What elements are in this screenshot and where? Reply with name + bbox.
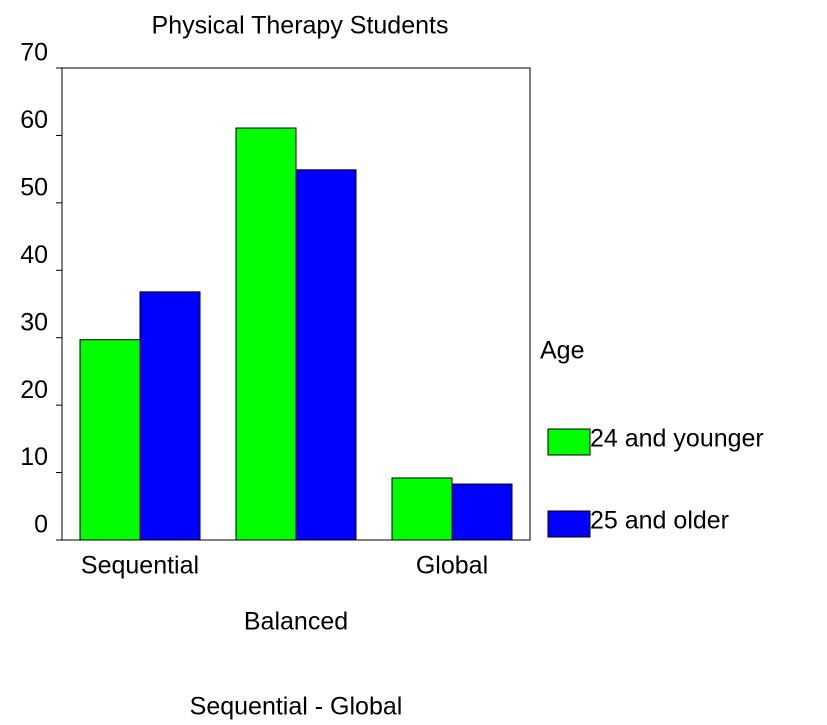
x-tick-label: Balanced <box>244 608 348 636</box>
y-tick-label: 70 <box>20 39 48 67</box>
x-tick-label: Global <box>416 552 488 580</box>
bar <box>79 339 141 541</box>
legend-swatch <box>547 510 591 538</box>
y-tick-label: 60 <box>20 106 48 134</box>
y-tick-label: 0 <box>34 511 48 539</box>
legend-label: 24 and younger <box>590 425 764 453</box>
bar <box>451 483 513 541</box>
legend-label: 25 and older <box>590 507 729 535</box>
y-tick-label: 20 <box>20 376 48 404</box>
legend-swatch <box>547 428 591 456</box>
x-tick-label: Sequential <box>81 552 199 580</box>
bar <box>139 291 201 541</box>
x-axis-label: Sequential - Global <box>190 693 403 721</box>
chart-title: Physical Therapy Students <box>152 12 449 40</box>
y-tick-label: 30 <box>20 308 48 336</box>
bar <box>295 169 357 541</box>
bar <box>235 127 297 541</box>
bar <box>391 477 453 541</box>
y-tick-label: 10 <box>20 443 48 471</box>
legend-title: Age <box>540 337 584 365</box>
y-tick-label: 40 <box>20 241 48 269</box>
y-tick-label: 50 <box>20 173 48 201</box>
